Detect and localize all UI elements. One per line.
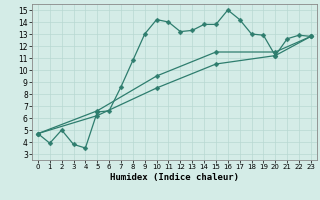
X-axis label: Humidex (Indice chaleur): Humidex (Indice chaleur) xyxy=(110,173,239,182)
